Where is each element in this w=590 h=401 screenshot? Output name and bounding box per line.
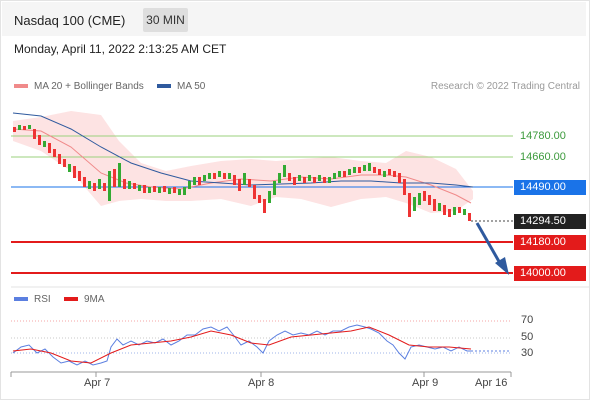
legend-rsi: RSI: [14, 294, 51, 305]
timeframe-button[interactable]: 30 MIN: [143, 8, 188, 32]
x-label-apr16: Apr 16: [475, 377, 508, 389]
timestamp: Monday, April 11, 2022 2:13:25 AM CET: [14, 42, 227, 56]
rsi-ma-swatch: [64, 297, 78, 302]
level-pivot: 14490.00: [514, 180, 586, 195]
ma50-swatch: [157, 84, 171, 89]
header-bar: Nasdaq 100 (CME) 30 MIN: [2, 2, 586, 36]
rsi-line: [12, 324, 473, 366]
bollinger-band: [13, 111, 473, 213]
legend-bollinger: MA 20 + Bollinger Bands: [14, 81, 144, 92]
instrument-title: Nasdaq 100 (CME): [14, 13, 126, 28]
rsi-ma-line: [12, 326, 472, 364]
bollinger-swatch: [14, 84, 28, 89]
forecast-arrow: [475, 222, 503, 266]
legend-rsi-ma: 9MA: [64, 294, 105, 305]
legend-ma50: MA 50: [157, 81, 205, 92]
candles: [13, 125, 471, 221]
x-label-apr8: Apr 8: [248, 377, 275, 389]
level-s2: 14000.00: [514, 266, 586, 281]
ma50-label: MA 50: [177, 81, 206, 92]
rsi-swatch: [14, 297, 28, 302]
level-r2: 14780.00: [520, 130, 566, 142]
x-label-apr7: Apr 7: [84, 377, 111, 389]
x-label-apr9: Apr 9: [412, 377, 439, 389]
rsi-axis-30: 30: [521, 347, 534, 359]
rsi-label: RSI: [34, 294, 51, 305]
forecast-arrowhead: [495, 257, 509, 275]
level-s1: 14180.00: [514, 235, 586, 250]
ma20-line: [12, 128, 472, 204]
level-r1: 14660.00: [520, 151, 566, 163]
rsi-ma-label: 9MA: [84, 294, 105, 305]
level-last: 14294.50: [514, 214, 586, 229]
credit-text: Research © 2022 Trading Central: [430, 81, 580, 92]
rsi-axis-50: 50: [521, 331, 534, 343]
bollinger-label: MA 20 + Bollinger Bands: [34, 81, 144, 92]
rsi-axis-70: 70: [521, 314, 534, 326]
